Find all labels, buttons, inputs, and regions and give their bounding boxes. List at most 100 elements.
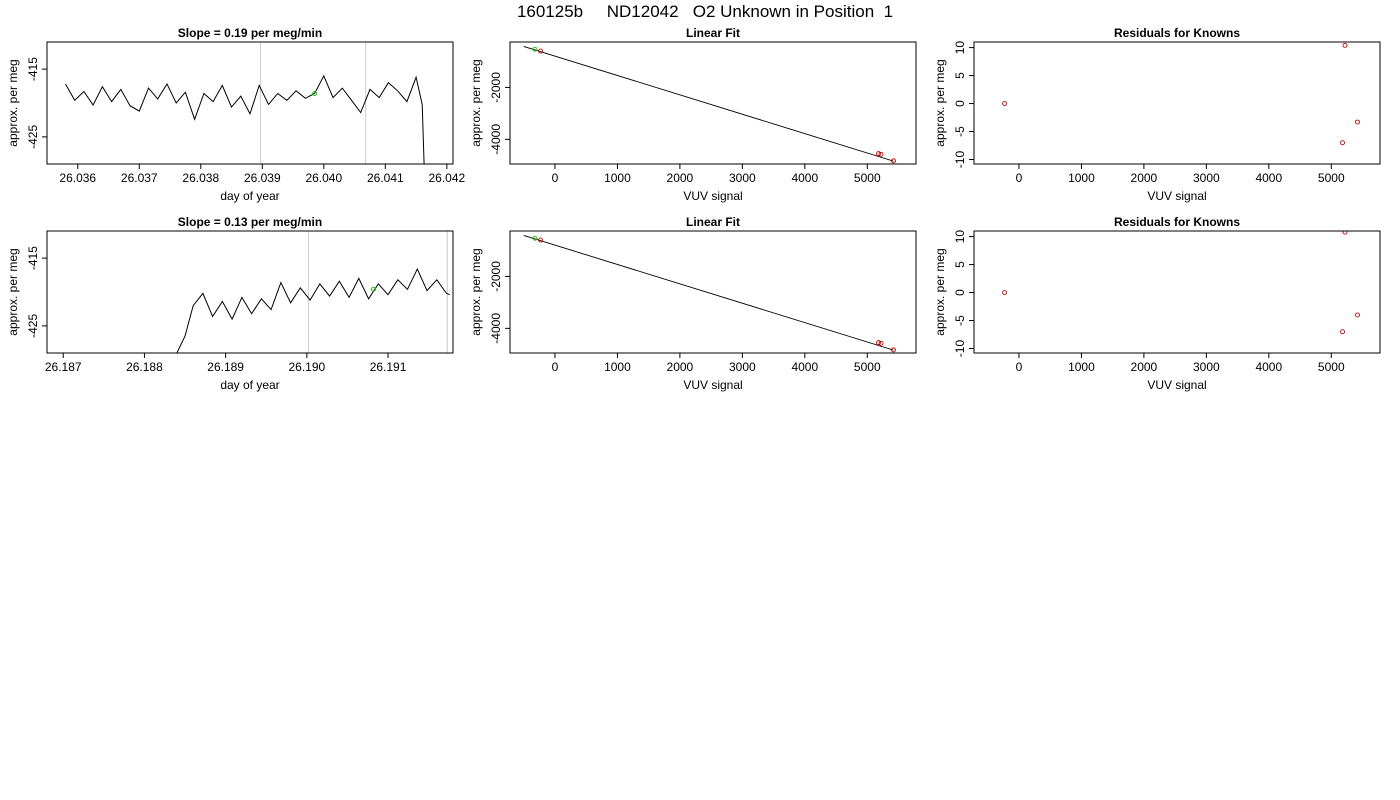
unknown-point <box>532 46 538 52</box>
chart-panel-5: Linear Fit 0 1000 2000 3000 4000 5000 -2000 -400… <box>469 215 917 392</box>
panel-title: Linear Fit <box>686 26 740 40</box>
y-tick-label: -5 <box>953 126 967 137</box>
y-tick-label: -415 <box>26 57 40 81</box>
y-tick-label: 10 <box>953 230 967 244</box>
y-tick-label: -425 <box>26 314 40 338</box>
unknown-point <box>532 235 538 241</box>
x-tick-label: 26.041 <box>367 171 404 185</box>
y-tick-label: -10 <box>953 151 967 169</box>
panel-title: Slope = 0.13 per meg/min <box>178 215 322 229</box>
plot-area <box>176 231 450 353</box>
x-tick-label: 26.037 <box>121 171 158 185</box>
y-axis-label: approx. per meg <box>933 248 947 335</box>
series-line <box>65 74 425 164</box>
known-point <box>878 340 884 346</box>
x-tick-label: 0 <box>552 360 559 374</box>
known-point <box>1340 140 1345 146</box>
known-point <box>876 340 881 346</box>
x-tick-label: 3000 <box>729 171 756 185</box>
x-axis-label: VUV signal <box>683 189 742 203</box>
plot-frame <box>509 230 917 354</box>
y-tick-label: 5 <box>953 261 967 268</box>
x-tick-label: 2000 <box>667 171 694 185</box>
fit-line <box>523 234 894 351</box>
x-axis-label: day of year <box>220 189 279 203</box>
y-tick-label: -10 <box>953 340 967 358</box>
x-tick-label: 26.187 <box>45 360 82 374</box>
fit-line <box>523 45 894 162</box>
panel-title: Linear Fit <box>686 215 740 229</box>
known-point <box>1002 101 1008 107</box>
unknown-point <box>312 91 318 96</box>
x-tick-label: 1000 <box>604 360 631 374</box>
known-point <box>878 151 884 157</box>
x-tick-label: 3000 <box>1193 360 1220 374</box>
x-tick-label: 4000 <box>1255 171 1282 185</box>
plot-area <box>523 45 896 164</box>
plot-area <box>1002 42 1360 146</box>
x-tick-label: 5000 <box>1318 171 1345 185</box>
x-tick-label: 26.042 <box>428 171 465 185</box>
y-tick-label: -415 <box>26 246 40 270</box>
x-tick-label: 0 <box>552 171 559 185</box>
plot-area <box>1002 231 1360 335</box>
x-tick-label: 3000 <box>1193 171 1220 185</box>
x-tick-label: 26.036 <box>59 171 96 185</box>
panel-title: Residuals for Knowns <box>1114 215 1240 229</box>
x-tick-label: 26.188 <box>126 360 163 374</box>
x-tick-label: 4000 <box>791 360 818 374</box>
plot-area <box>65 42 425 164</box>
panel-title: Residuals for Knowns <box>1114 26 1240 40</box>
x-tick-label: 1000 <box>604 171 631 185</box>
x-tick-label: 26.039 <box>244 171 281 185</box>
x-tick-label: 4000 <box>1255 360 1282 374</box>
x-axis-label: VUV signal <box>683 378 742 392</box>
unknown-point <box>370 286 376 292</box>
x-axis-label: VUV signal <box>1147 189 1206 203</box>
x-axis-label: day of year <box>220 378 279 392</box>
y-tick-label: -4000 <box>489 124 503 155</box>
y-tick-label: 10 <box>953 41 967 55</box>
y-tick-label: -2000 <box>489 72 503 103</box>
x-tick-label: 4000 <box>791 171 818 185</box>
y-tick-label: 5 <box>953 72 967 79</box>
y-tick-label: 0 <box>953 289 967 296</box>
x-tick-label: 26.190 <box>288 360 325 374</box>
known-point <box>1355 119 1360 125</box>
x-tick-label: 0 <box>1016 171 1023 185</box>
figure-title: 160125b ND12042 O2 Unknown in Position 1 <box>516 2 894 21</box>
y-tick-label: -5 <box>953 315 967 326</box>
plot-frame <box>973 230 1381 354</box>
panel-title: Slope = 0.19 per meg/min <box>178 26 322 40</box>
y-axis-label: approx. per meg <box>469 59 483 146</box>
x-tick-label: 3000 <box>729 360 756 374</box>
x-tick-label: 26.191 <box>370 360 407 374</box>
x-tick-label: 26.040 <box>305 171 342 185</box>
known-point <box>1002 290 1008 296</box>
known-point <box>1342 231 1348 235</box>
y-tick-label: -425 <box>26 125 40 149</box>
plot-area <box>523 234 896 353</box>
known-point <box>538 237 544 243</box>
chart-panel-6: Residuals for Knowns 0 1000 2000 3000 4000 500… <box>933 215 1381 392</box>
known-point <box>891 158 896 164</box>
y-axis-label: approx. per meg <box>469 248 483 335</box>
y-axis-label: approx. per meg <box>6 59 20 146</box>
chart-panel-3: Residuals for Knowns 0 1000 2000 3000 4000 500… <box>933 26 1381 203</box>
x-tick-label: 1000 <box>1068 171 1095 185</box>
chart-panel-2: Linear Fit 0 1000 2000 3000 4000 5000 -2000 -400… <box>469 26 917 203</box>
x-tick-label: 2000 <box>1131 360 1158 374</box>
x-tick-label: 26.189 <box>207 360 244 374</box>
plot-frame <box>46 41 454 165</box>
x-tick-label: 26.038 <box>182 171 219 185</box>
x-tick-label: 1000 <box>1068 360 1095 374</box>
plot-frame <box>46 230 454 354</box>
known-point <box>1355 312 1360 318</box>
y-tick-label: 0 <box>953 100 967 107</box>
y-axis-label: approx. per meg <box>6 248 20 335</box>
series-line <box>176 267 450 353</box>
x-tick-label: 5000 <box>1318 360 1345 374</box>
plot-frame <box>973 41 1381 165</box>
